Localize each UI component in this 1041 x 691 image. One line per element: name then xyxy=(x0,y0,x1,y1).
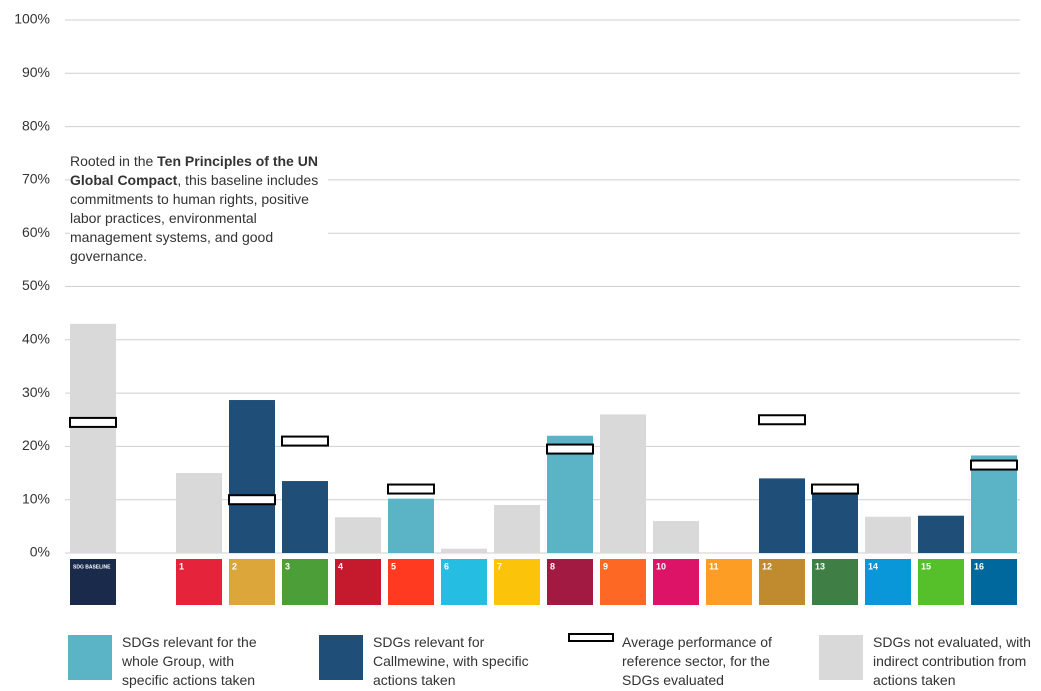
annotation-text: , this baseline includes commitments to … xyxy=(70,172,319,264)
average-marker xyxy=(811,483,859,495)
y-tick-label: 20% xyxy=(22,437,50,453)
x-tick-label: 13 xyxy=(815,561,825,571)
x-tick-label: 5 xyxy=(391,561,396,571)
bar xyxy=(653,521,699,553)
y-tick-label: 0% xyxy=(30,544,50,560)
y-tick-label: 90% xyxy=(22,64,50,80)
sdg-icon xyxy=(971,559,1017,605)
legend-label: SDGs relevant for Callmewine, with speci… xyxy=(373,634,529,688)
sdg-icon xyxy=(759,559,805,605)
annotation: Rooted in the Ten Principles of the UN G… xyxy=(70,152,328,266)
sdg-icon xyxy=(176,559,222,605)
x-tick-label: 6 xyxy=(444,561,449,571)
sdg-icon xyxy=(706,559,752,605)
y-tick-label: 100% xyxy=(14,11,50,27)
bar xyxy=(759,478,805,553)
annotation-text: Rooted in the xyxy=(70,153,158,169)
legend-swatch xyxy=(68,635,112,680)
bar xyxy=(494,505,540,553)
x-tick-label: 1 xyxy=(179,561,184,571)
x-tick-label: 10 xyxy=(656,561,666,571)
bar xyxy=(971,455,1017,553)
y-tick-label: 60% xyxy=(22,224,50,240)
legend-label: SDGs relevant for the whole Group, with … xyxy=(122,634,257,688)
y-tick-label: 50% xyxy=(22,277,50,293)
x-tick-label: 4 xyxy=(338,561,343,571)
legend-swatch xyxy=(819,635,863,680)
x-tick-label: SDG BASELINE xyxy=(73,564,111,570)
y-tick-label: 70% xyxy=(22,171,50,187)
bar xyxy=(812,492,858,553)
average-marker xyxy=(546,443,594,455)
bar xyxy=(547,435,593,553)
x-tick-label: 3 xyxy=(285,561,290,571)
bar xyxy=(176,473,222,553)
bar xyxy=(441,548,487,553)
sdg-icon xyxy=(918,559,964,605)
sdg-icon xyxy=(547,559,593,605)
bar xyxy=(282,481,328,553)
sdg-icon xyxy=(282,559,328,605)
average-marker xyxy=(228,494,276,506)
x-tick-label: 12 xyxy=(762,561,772,571)
x-tick-label: 8 xyxy=(550,561,555,571)
x-tick-label: 14 xyxy=(868,561,878,571)
average-marker xyxy=(69,416,117,428)
bar xyxy=(388,498,434,553)
y-tick-label: 40% xyxy=(22,331,50,347)
sdg-icon xyxy=(494,559,540,605)
bar xyxy=(865,516,911,553)
average-marker xyxy=(281,435,329,447)
y-tick-label: 10% xyxy=(22,490,50,506)
sdg-icon xyxy=(441,559,487,605)
x-tick-label: 16 xyxy=(974,561,984,571)
y-tick-label: 80% xyxy=(22,117,50,133)
sdg-icon xyxy=(600,559,646,605)
bar xyxy=(70,323,116,553)
x-tick-label: 9 xyxy=(603,561,608,571)
legend-label: SDGs not evaluated, with indirect contri… xyxy=(873,634,1031,688)
average-marker xyxy=(758,414,806,426)
average-marker xyxy=(387,483,435,495)
bar xyxy=(229,400,275,553)
sdg-icon xyxy=(70,559,116,605)
sdg-icon xyxy=(229,559,275,605)
sdg-icon xyxy=(388,559,434,605)
sdg-icon xyxy=(812,559,858,605)
x-tick-label: 15 xyxy=(921,561,931,571)
bar xyxy=(918,515,964,553)
sdg-icon xyxy=(865,559,911,605)
x-tick-label: 11 xyxy=(709,561,719,571)
x-tick-label: 7 xyxy=(497,561,502,571)
sdg-icon xyxy=(653,559,699,605)
bar xyxy=(335,517,381,553)
annotation-bold: Ten Principles of the UN Global Compact xyxy=(70,153,318,188)
legend-marker xyxy=(568,633,614,642)
legend-swatch xyxy=(319,635,363,680)
bar xyxy=(600,414,646,553)
legend-label: Average performance of reference sector,… xyxy=(622,634,772,688)
y-tick-label: 30% xyxy=(22,384,50,400)
average-marker xyxy=(970,459,1018,471)
sdg-icon xyxy=(335,559,381,605)
x-tick-label: 2 xyxy=(232,561,237,571)
